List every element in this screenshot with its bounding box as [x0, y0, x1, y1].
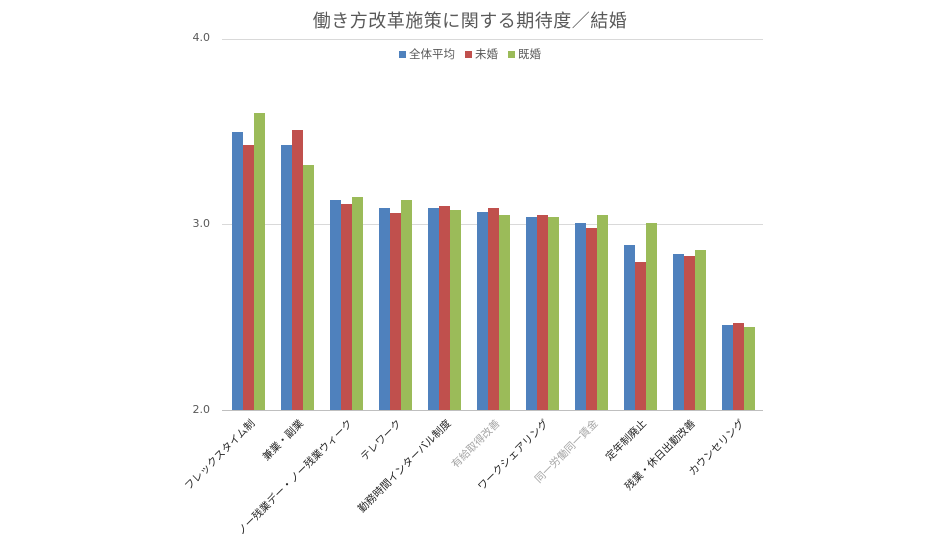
- legend-label: 全体平均: [409, 47, 455, 61]
- legend-swatch-blue-icon: [399, 50, 406, 58]
- bar: [684, 256, 695, 410]
- bar: [330, 200, 341, 410]
- bar: [341, 204, 352, 410]
- legend-label: 既婚: [518, 47, 541, 61]
- bar: [292, 129, 303, 410]
- bar: [439, 205, 450, 410]
- legend-label: 未婚: [475, 47, 498, 61]
- legend-swatch-red-icon: [465, 50, 472, 58]
- bar: [548, 217, 559, 410]
- bar: [646, 222, 657, 410]
- bar: [488, 207, 499, 410]
- bar: [232, 131, 243, 410]
- legend-item-unmarried: 未婚: [465, 46, 498, 62]
- bar: [379, 207, 390, 410]
- chart-legend: 全体平均 未婚 既婚: [0, 46, 940, 62]
- legend-item-overall: 全体平均: [399, 46, 455, 62]
- y-tick-2: 2.0: [192, 403, 211, 416]
- legend-item-married: 既婚: [508, 46, 541, 62]
- y-tick-4: 4.0: [192, 31, 211, 44]
- bar: [450, 209, 461, 410]
- y-tick-3: 3.0: [192, 217, 211, 230]
- bar: [537, 215, 548, 410]
- x-axis-label: テレワーク: [358, 417, 405, 464]
- bar: [575, 222, 586, 410]
- x-axis-label: フレックスタイム制: [182, 417, 258, 493]
- bar: [303, 165, 314, 410]
- bar: [352, 196, 363, 410]
- bar: [428, 207, 439, 410]
- bar: [597, 215, 608, 410]
- bar: [673, 254, 684, 410]
- bar: [526, 217, 537, 410]
- bar: [499, 215, 510, 410]
- x-axis-label: 兼業・副業: [260, 417, 307, 464]
- bar: [635, 261, 646, 410]
- x-axis-label: 勤務時間インターバル制度: [355, 417, 454, 516]
- x-axis-line: [222, 410, 763, 411]
- bar: [401, 200, 412, 410]
- bar: [254, 113, 265, 410]
- bar: [744, 326, 755, 410]
- bar: [390, 213, 401, 410]
- bar: [586, 228, 597, 410]
- legend-swatch-green-icon: [508, 50, 515, 58]
- chart-title: 働き方改革施策に関する期待度／結婚: [312, 11, 628, 32]
- gridline-4: [222, 39, 763, 40]
- bar: [733, 322, 744, 410]
- bar: [477, 211, 488, 410]
- x-axis-label: 定年制廃止: [603, 417, 650, 464]
- bar: [624, 244, 635, 410]
- bar: [243, 144, 254, 410]
- bar: [695, 250, 706, 410]
- bar: [722, 324, 733, 410]
- bar: [281, 144, 292, 410]
